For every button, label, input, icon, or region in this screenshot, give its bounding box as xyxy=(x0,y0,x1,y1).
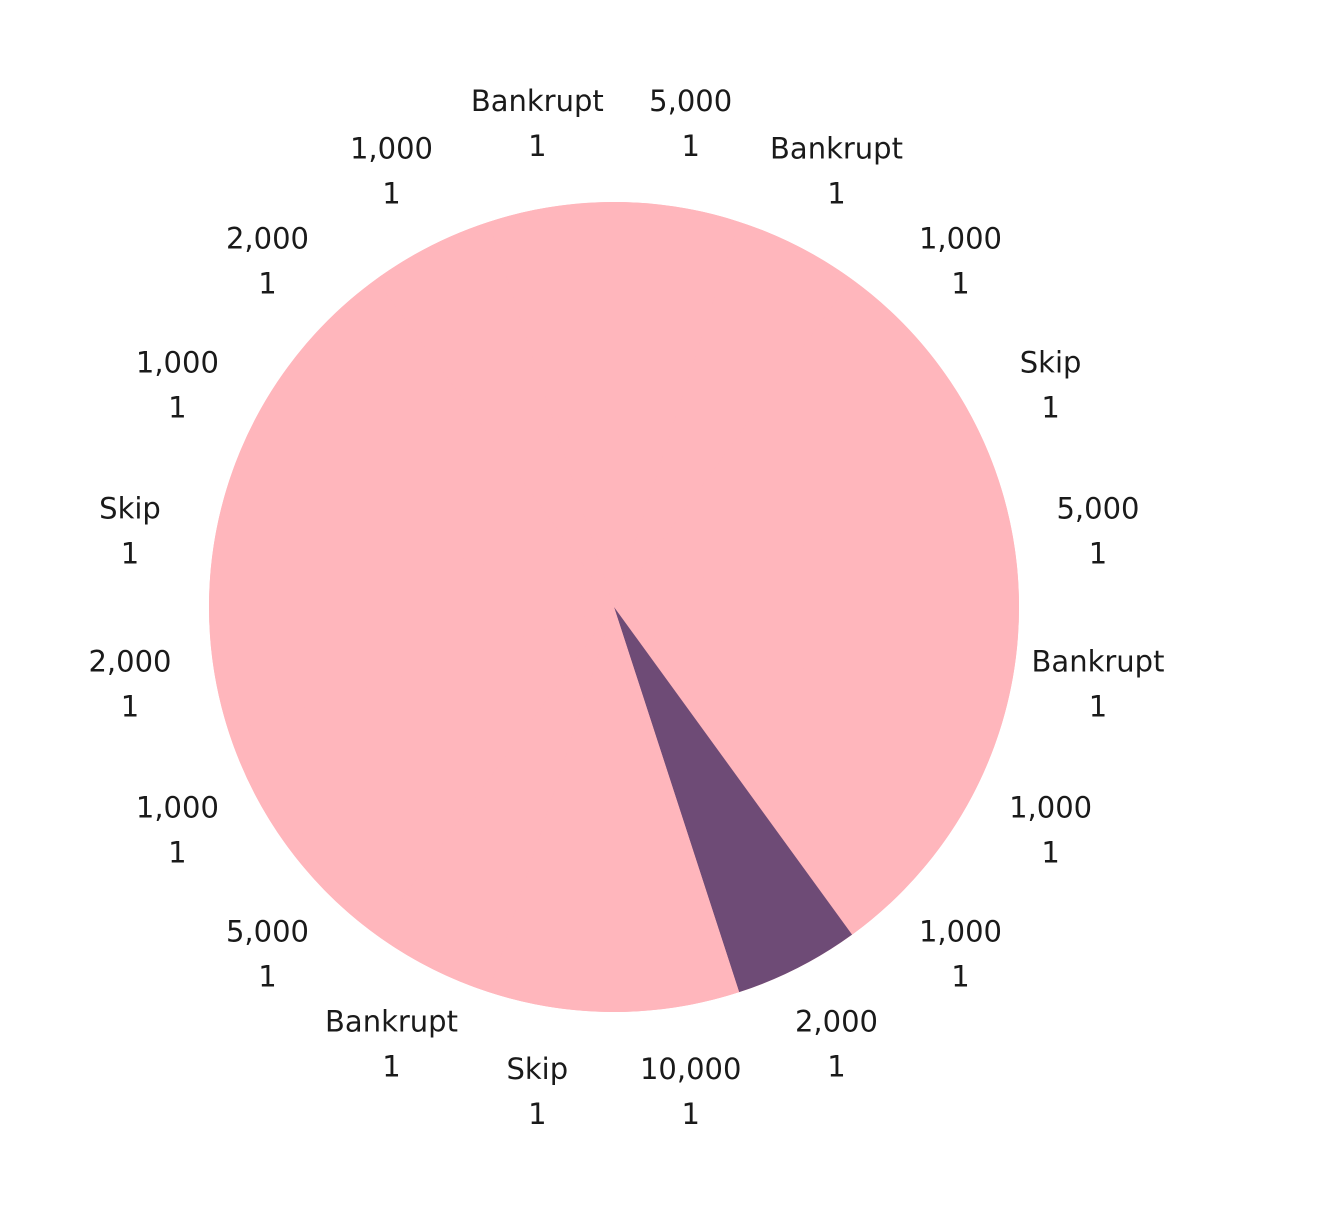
slice-label-value: 1 xyxy=(168,391,186,425)
slice-label-value: 1 xyxy=(827,1050,845,1084)
slice-label-name: 1,000 xyxy=(1009,791,1092,825)
slice-label: 1,000 1 xyxy=(136,346,219,425)
slice-label: 2,000 1 xyxy=(795,1005,878,1084)
pie-slice xyxy=(228,607,614,846)
slice-label-name: Skip xyxy=(99,491,161,525)
slice-label-name: Bankrupt xyxy=(1032,645,1165,679)
slice-label-name: 2,000 xyxy=(88,645,171,679)
slice-label: 1,000 1 xyxy=(919,222,1002,301)
slice-label-value: 1 xyxy=(951,960,969,994)
slice-label-name: 1,000 xyxy=(919,915,1002,949)
slice-label-name: 1,000 xyxy=(919,222,1002,256)
slice-label-name: 10,000 xyxy=(640,1052,741,1086)
slice-label-name: 5,000 xyxy=(649,84,732,118)
slice-label: 10,000 1 xyxy=(640,1052,741,1131)
slice-label-value: 1 xyxy=(258,960,276,994)
slice-label: Bankrupt 1 xyxy=(1032,645,1165,724)
slice-label-value: 1 xyxy=(528,1097,546,1131)
slice-label: Bankrupt 1 xyxy=(325,1005,458,1084)
slice-label-value: 1 xyxy=(681,129,699,163)
slice-label-value: 1 xyxy=(382,1050,400,1084)
slice-label-value: 1 xyxy=(827,176,845,210)
pie-slices xyxy=(209,202,1019,1012)
slice-label: 5,000 1 xyxy=(1056,491,1139,570)
pie-slice xyxy=(209,607,614,733)
slice-label-value: 1 xyxy=(681,1097,699,1131)
pie-slice xyxy=(614,481,1019,607)
slice-label-value: 1 xyxy=(1089,690,1107,724)
pie-slice xyxy=(488,202,614,607)
slice-label-name: Bankrupt xyxy=(770,131,903,165)
pie-slice xyxy=(614,607,740,1012)
slice-label-name: 2,000 xyxy=(795,1005,878,1039)
pie-slice xyxy=(614,368,1000,607)
slice-label-name: Bankrupt xyxy=(325,1005,458,1039)
slice-label: 2,000 1 xyxy=(226,222,309,301)
slice-label: Bankrupt 1 xyxy=(471,84,604,163)
slice-label-name: 1,000 xyxy=(136,791,219,825)
slice-label-value: 1 xyxy=(382,176,400,210)
slice-label-value: 1 xyxy=(1041,391,1059,425)
pie-slice xyxy=(614,607,1019,733)
pie-slice xyxy=(286,279,614,607)
slice-label-name: Skip xyxy=(1020,346,1082,380)
pie-slice xyxy=(614,279,942,607)
slice-label-value: 1 xyxy=(1041,836,1059,870)
pie-slice xyxy=(614,202,740,607)
slice-label: Bankrupt 1 xyxy=(770,131,903,210)
slice-label: 1,000 1 xyxy=(136,791,219,870)
slice-label: Skip 1 xyxy=(99,491,161,570)
pie-slice xyxy=(209,481,614,607)
slice-label-value: 1 xyxy=(1089,536,1107,570)
slice-label-name: 1,000 xyxy=(136,346,219,380)
slice-label-name: Bankrupt xyxy=(471,84,604,118)
pie-slice xyxy=(614,607,942,935)
slice-label: 1,000 1 xyxy=(919,915,1002,994)
slice-label-value: 1 xyxy=(121,536,139,570)
slice-label-name: 5,000 xyxy=(226,915,309,949)
slice-label: Skip 1 xyxy=(506,1052,568,1131)
pie-slice xyxy=(614,221,853,607)
pie-slice xyxy=(375,607,614,993)
slice-label-name: Skip xyxy=(506,1052,568,1086)
slice-label: 5,000 1 xyxy=(226,915,309,994)
pie-slice xyxy=(614,607,853,993)
slice-label: Skip 1 xyxy=(1020,346,1082,425)
slice-label-name: 1,000 xyxy=(350,131,433,165)
slice-label-value: 1 xyxy=(951,267,969,301)
pie-slice xyxy=(286,607,614,935)
slice-label-value: 1 xyxy=(528,129,546,163)
slice-label-value: 1 xyxy=(168,836,186,870)
pie-slice xyxy=(614,607,1000,846)
slice-label: 5,000 1 xyxy=(649,84,732,163)
slice-label-value: 1 xyxy=(121,690,139,724)
slice-label-name: 5,000 xyxy=(1056,491,1139,525)
pie-slice xyxy=(488,607,614,1012)
pie-slice xyxy=(375,221,614,607)
pie-slice xyxy=(228,368,614,607)
slice-label: 1,000 1 xyxy=(350,131,433,210)
slice-label-name: 2,000 xyxy=(226,222,309,256)
slice-label: 1,000 1 xyxy=(1009,791,1092,870)
slice-label-value: 1 xyxy=(258,267,276,301)
slice-label: 2,000 1 xyxy=(88,645,171,724)
